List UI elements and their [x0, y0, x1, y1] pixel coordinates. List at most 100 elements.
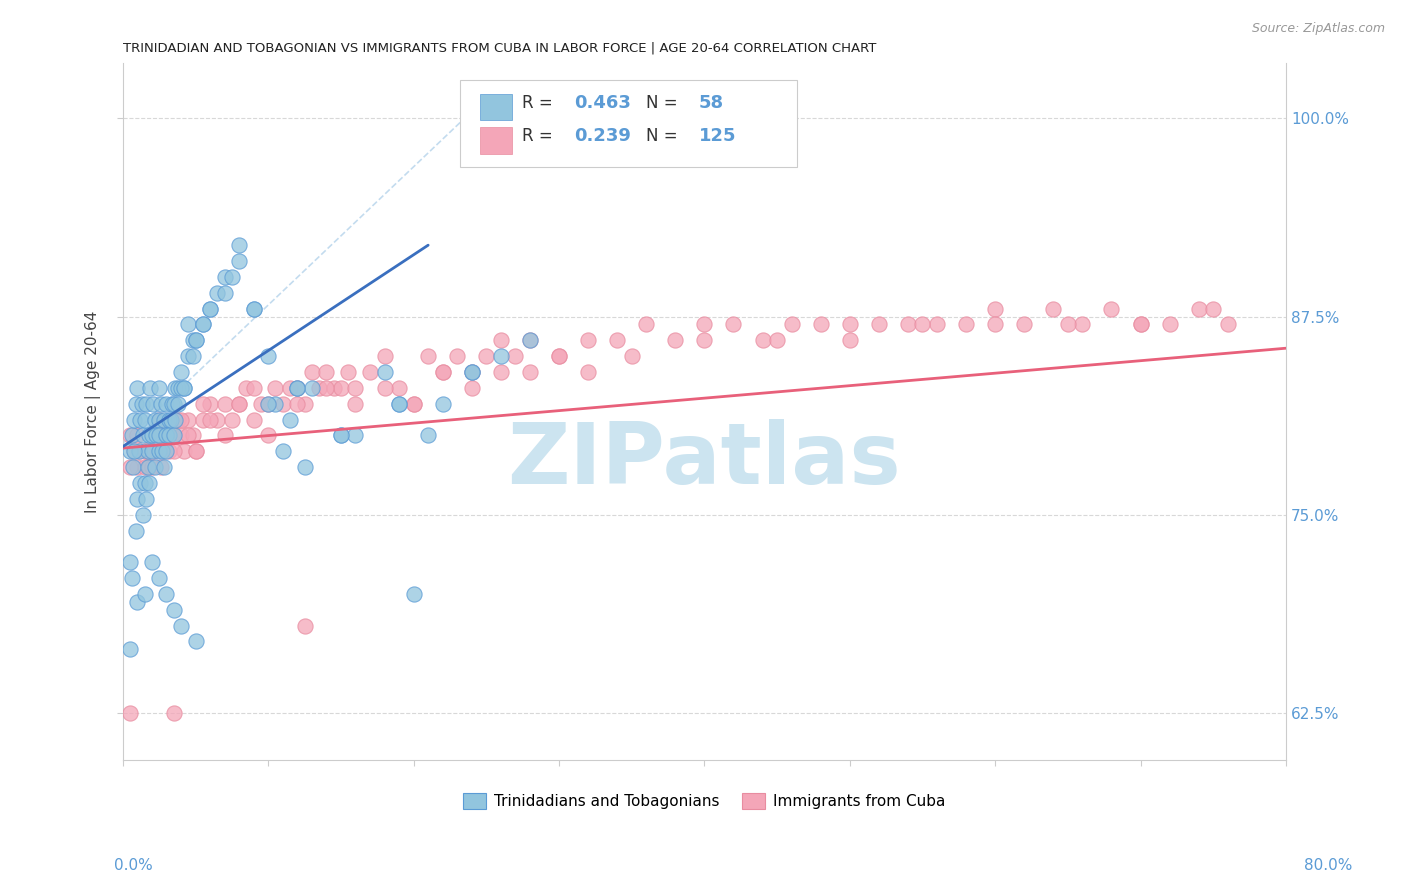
Point [120, 706, 142, 720]
Point [402, 587, 425, 601]
Point [315, 381, 337, 395]
Point [207, 285, 229, 300]
Point [184, 333, 207, 347]
Point [1042, 301, 1064, 316]
Point [723, 318, 745, 332]
Point [163, 428, 186, 442]
Text: R =: R = [522, 127, 558, 145]
Point [177, 412, 200, 426]
Point [138, 460, 160, 475]
Point [214, 428, 236, 442]
Point [141, 428, 163, 442]
Point [228, 397, 250, 411]
Point [152, 412, 174, 426]
Point [170, 381, 193, 395]
Point [135, 491, 157, 506]
Point [576, 365, 599, 379]
Point [173, 381, 195, 395]
Point [294, 397, 316, 411]
Point [925, 318, 948, 332]
Point [373, 381, 395, 395]
Point [181, 349, 204, 363]
FancyBboxPatch shape [460, 80, 797, 168]
Point [418, 349, 440, 363]
Point [475, 349, 498, 363]
Point [271, 444, 294, 458]
Point [134, 444, 156, 458]
Point [264, 397, 287, 411]
Point [155, 397, 177, 411]
Point [125, 397, 148, 411]
Point [120, 460, 142, 475]
Point [120, 555, 142, 569]
Point [1101, 301, 1123, 316]
Point [170, 365, 193, 379]
Point [228, 397, 250, 411]
Point [134, 412, 156, 426]
Point [138, 475, 160, 490]
Point [402, 397, 425, 411]
Point [177, 318, 200, 332]
Point [120, 428, 142, 442]
Point [214, 285, 236, 300]
Point [181, 333, 204, 347]
Point [198, 412, 221, 426]
Point [1216, 318, 1239, 332]
Point [576, 112, 599, 126]
Point [155, 587, 177, 601]
Text: 58: 58 [699, 95, 724, 112]
Point [127, 428, 149, 442]
Legend: Trinidadians and Tobagonians, Immigrants from Cuba: Trinidadians and Tobagonians, Immigrants… [457, 788, 952, 815]
Point [141, 555, 163, 569]
Point [1202, 301, 1225, 316]
Point [868, 318, 890, 332]
Point [315, 365, 337, 379]
Text: 0.463: 0.463 [574, 95, 631, 112]
Point [177, 349, 200, 363]
Point [139, 381, 162, 395]
Point [139, 444, 162, 458]
Point [278, 381, 301, 395]
FancyBboxPatch shape [479, 127, 512, 153]
Point [152, 460, 174, 475]
Point [125, 524, 148, 538]
Point [838, 333, 860, 347]
Point [136, 460, 159, 475]
Point [184, 333, 207, 347]
Point [141, 444, 163, 458]
Point [271, 397, 294, 411]
Point [1129, 318, 1152, 332]
Point [1012, 318, 1035, 332]
Point [155, 444, 177, 458]
Point [693, 333, 716, 347]
Point [198, 301, 221, 316]
Point [418, 428, 440, 442]
Point [136, 444, 159, 458]
Point [131, 397, 153, 411]
Point [149, 460, 172, 475]
Point [329, 381, 352, 395]
Point [576, 333, 599, 347]
Point [170, 428, 193, 442]
Point [620, 349, 643, 363]
Point [489, 365, 512, 379]
Point [155, 428, 177, 442]
Point [489, 349, 512, 363]
Point [162, 428, 184, 442]
Point [285, 397, 308, 411]
Point [228, 238, 250, 252]
Point [432, 397, 454, 411]
Point [294, 460, 316, 475]
Point [162, 397, 184, 411]
Point [141, 428, 163, 442]
Point [163, 603, 186, 617]
Point [124, 444, 146, 458]
Point [294, 618, 316, 632]
Point [242, 301, 264, 316]
Point [143, 412, 166, 426]
Text: 0.0%: 0.0% [114, 858, 153, 873]
Text: ZIPatlas: ZIPatlas [508, 419, 901, 502]
Point [148, 571, 170, 585]
Point [810, 318, 832, 332]
Point [766, 333, 789, 347]
